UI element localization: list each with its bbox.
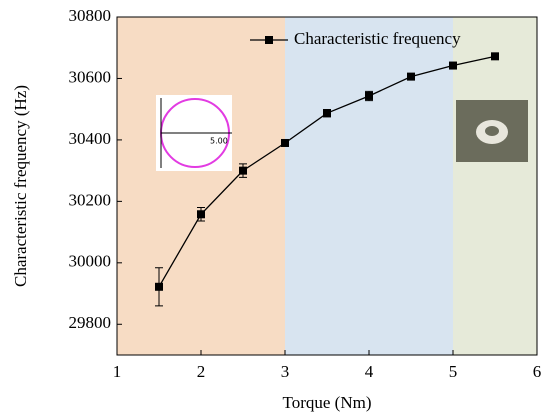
- shaded-region: [285, 17, 453, 355]
- y-tick-label: 30800: [69, 6, 112, 25]
- x-axis-label: Torque (Nm): [283, 393, 372, 412]
- shaded-region: [117, 17, 285, 355]
- x-tick-label: 6: [533, 362, 542, 381]
- marker: [281, 138, 289, 147]
- marker: [449, 61, 457, 70]
- y-tick-label: 30400: [69, 129, 112, 148]
- legend-marker: [265, 36, 273, 44]
- marker: [323, 109, 331, 118]
- marker: [491, 52, 499, 61]
- y-tick-label: 30600: [69, 67, 112, 86]
- marker: [365, 91, 373, 100]
- marker: [197, 210, 205, 219]
- plot: 1 2 3 4 5 6 29800 30000 30200 30400 30600 30800 Char…: [69, 6, 542, 381]
- shaded-region: [453, 17, 537, 355]
- marker: [239, 166, 247, 175]
- plot-frame: [116, 16, 538, 356]
- x-tick-label: 3: [281, 362, 290, 381]
- y-tick-label: 29800: [69, 313, 112, 332]
- inset-label: 5.00: [210, 137, 228, 146]
- x-tick-label: 5: [449, 362, 458, 381]
- regions: [117, 17, 537, 355]
- x-tick-label: 2: [197, 362, 206, 381]
- y-tick-label: 30000: [69, 252, 112, 271]
- x-tick-label: 4: [365, 362, 374, 381]
- y-tick-label: 30200: [69, 190, 112, 209]
- x-tick-label: 1: [113, 362, 122, 381]
- legend-label: Characteristic frequency: [294, 29, 461, 48]
- y-axis-label: Characteristic frequency (Hz): [11, 85, 30, 287]
- marker: [407, 72, 415, 81]
- inset-circle: 5.00: [156, 95, 232, 171]
- marker: [155, 282, 163, 291]
- inset-photo: [456, 100, 528, 162]
